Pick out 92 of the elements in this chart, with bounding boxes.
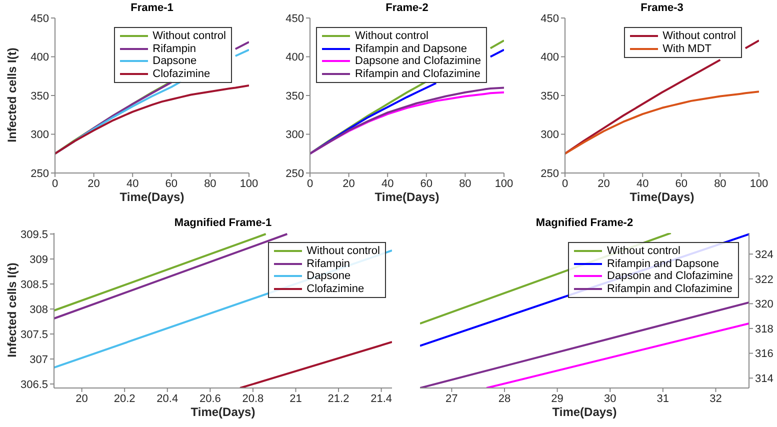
- legend-label: Without control: [607, 245, 680, 258]
- legend-label: Without control: [152, 30, 226, 42]
- y2-tick-label: 316: [755, 348, 774, 360]
- x-tick-label: 100: [750, 178, 768, 190]
- y-tick-label: 400: [540, 52, 559, 64]
- legend-label: Rifampin: [152, 42, 196, 55]
- legend-label: Rifampin and Clofazimine: [607, 282, 732, 295]
- y-tick-label: 250: [30, 168, 49, 180]
- y2-tick-label: 320: [755, 298, 774, 311]
- x-axis-title: Time(Days): [118, 190, 186, 204]
- y-tick-label: 307.5: [20, 328, 48, 341]
- y2-tick-label: 314: [755, 372, 774, 385]
- x-tick-label: 0: [306, 178, 314, 190]
- x-tick-label: 20: [598, 178, 610, 190]
- x-tick-label: 31: [656, 392, 670, 405]
- y2-tick-label: 324: [755, 248, 774, 261]
- legend-label: Clofazimine: [306, 282, 364, 295]
- y-tick-label: 308: [30, 304, 48, 316]
- legend-label: Clofazimine: [152, 68, 210, 80]
- x-tick-label: 40: [381, 178, 394, 190]
- y-tick-label: 300: [30, 129, 49, 142]
- x-tick-label: 80: [204, 178, 216, 190]
- chart-title: Magnified Frame-1: [173, 217, 273, 229]
- x-tick-label: 40: [126, 178, 139, 190]
- legend-label: Dapsone: [306, 270, 351, 282]
- y-tick-label: 350: [286, 90, 304, 102]
- x-tick-label: 21.4: [370, 392, 392, 405]
- x-tick-label: 100: [494, 178, 514, 190]
- x-axis-title: Time(Days): [551, 405, 618, 419]
- x-tick-label: 27: [446, 392, 458, 405]
- y-tick-label: 309.5: [20, 228, 48, 241]
- y-tick-label: 250: [286, 168, 304, 180]
- x-tick-label: 20.4: [156, 392, 178, 405]
- x-tick-label: 28: [498, 392, 511, 405]
- x-tick-label: 21.2: [328, 392, 350, 405]
- x-tick-label: 60: [420, 178, 433, 190]
- y-tick-label: 300: [540, 129, 559, 142]
- legend-label: Rifampin: [306, 258, 350, 270]
- chart-title: Frame-1: [130, 2, 174, 14]
- y-tick-label: 450: [286, 12, 304, 25]
- legend-label: Without control: [306, 245, 380, 258]
- y-tick-label: 250: [540, 168, 559, 180]
- x-tick-label: 21: [290, 392, 302, 405]
- x-tick-label: 60: [675, 178, 688, 190]
- x-tick-label: 0: [52, 178, 58, 190]
- legend-label: Dapsone: [152, 55, 197, 68]
- chart-title: Frame-3: [640, 2, 684, 14]
- x-tick-label: 40: [636, 178, 649, 190]
- x-tick-label: 60: [165, 178, 178, 190]
- x-tick-label: 0: [562, 178, 568, 190]
- x-axis-title: Time(Days): [628, 190, 696, 204]
- legend-label: Rifampin and Dapsone: [355, 42, 467, 55]
- chart-title: Frame-2: [384, 2, 430, 14]
- y-tick-label: 306.5: [20, 378, 48, 391]
- x-tick-label: 20: [76, 392, 88, 405]
- y2-tick-label: 318: [755, 323, 774, 336]
- y-axis-title: Infected cells I(t): [5, 261, 19, 359]
- line-series: [55, 84, 249, 155]
- x-tick-label: 20.2: [114, 392, 136, 405]
- y-tick-label: 350: [30, 90, 49, 102]
- x-tick-label: 80: [459, 178, 472, 190]
- x-tick-label: 20: [342, 178, 355, 190]
- legend-label: Without control: [355, 30, 428, 42]
- y-tick-label: 350: [540, 90, 559, 102]
- legend-label: Rifampin and Dapsone: [607, 258, 719, 270]
- y-tick-label: 450: [30, 12, 49, 25]
- x-tick-label: 29: [551, 392, 564, 405]
- y-tick-label: 400: [30, 52, 49, 64]
- x-tick-label: 32: [710, 392, 722, 405]
- y-tick-label: 450: [540, 12, 559, 25]
- x-tick-label: 20.6: [199, 392, 221, 405]
- legend-label: Rifampin and Clofazimine: [355, 68, 480, 80]
- legend-label: Without control: [662, 30, 736, 42]
- x-tick-label: 20.8: [242, 392, 264, 405]
- y-tick-label: 307: [30, 354, 48, 366]
- y-tick-label: 300: [286, 129, 304, 142]
- legend-label: With MDT: [662, 42, 712, 55]
- chart-title: Magnified Frame-2: [534, 217, 634, 229]
- x-axis-title: Time(Days): [190, 405, 256, 419]
- y-tick-label: 309: [30, 254, 48, 266]
- y-tick-label: 400: [286, 52, 304, 64]
- x-tick-label: 30: [604, 392, 616, 405]
- x-tick-label: 100: [240, 178, 258, 190]
- y2-tick-label: 322: [755, 274, 774, 286]
- x-tick-label: 20: [88, 178, 100, 190]
- legend-label: Dapsone and Clofazimine: [355, 55, 481, 68]
- x-axis-title: Time(Days): [374, 190, 440, 204]
- line-series: [565, 90, 759, 155]
- y-axis-title: Infected cells I(t): [5, 46, 19, 144]
- x-tick-label: 80: [714, 178, 726, 190]
- y-tick-label: 308.5: [20, 278, 48, 291]
- legend-label: Dapsone and Clofazimine: [607, 270, 733, 282]
